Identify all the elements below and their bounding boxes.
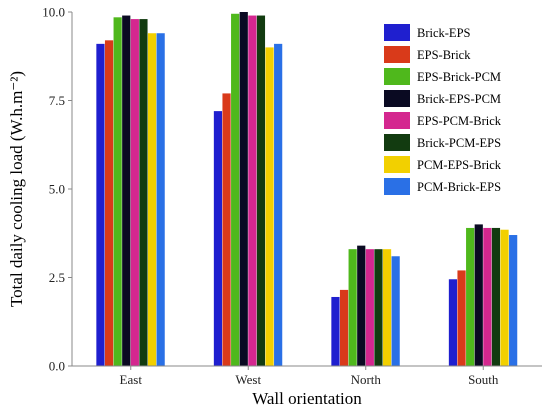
x-axis-ticks: East West North South [120, 366, 499, 387]
bar-west-pcm-eps-brick [265, 47, 274, 367]
x-tick-label-east: East [120, 372, 143, 387]
legend-label: PCM-EPS-Brick [417, 158, 502, 172]
x-tick-label-west: West [235, 372, 261, 387]
legend-label: Brick-PCM-EPS [417, 136, 501, 150]
bar-south-eps-pcm-brick [483, 227, 492, 366]
legend-label: EPS-Brick-PCM [417, 70, 501, 84]
legend-swatch [384, 134, 410, 151]
bar-west-brick-pcm-eps [256, 15, 266, 366]
legend-label: EPS-Brick [417, 48, 471, 62]
y-tick-label: 7.5 [49, 93, 65, 108]
bar-south-eps-brick [457, 270, 466, 366]
legend-swatch [384, 156, 410, 173]
bar-south-pcm-brick-eps [509, 235, 518, 366]
legend-swatch [384, 24, 410, 41]
bar-east-brick-pcm-eps [139, 19, 148, 367]
x-axis-title: Wall orientation [252, 389, 362, 408]
y-tick-label: 2.5 [49, 270, 65, 285]
bar-north-pcm-brick-eps [391, 256, 400, 366]
bar-east-eps-brick [104, 40, 114, 366]
legend-label: Brick-EPS [417, 26, 471, 40]
legend-label: Brick-EPS-PCM [417, 92, 501, 106]
legend: Brick-EPS EPS-Brick EPS-Brick-PCM Brick-EPS… [384, 24, 502, 195]
bar-south-brick-eps-pcm [474, 224, 483, 366]
x-tick-label-south: South [468, 372, 499, 387]
bar-east-pcm-brick-eps [156, 33, 165, 367]
bar-north-eps-brick [339, 289, 349, 366]
legend-swatch [384, 178, 410, 195]
bar-east-eps-pcm-brick [130, 19, 139, 367]
legend-label: PCM-Brick-EPS [417, 180, 501, 194]
bar-west-eps-pcm-brick [248, 15, 257, 366]
x-tick-label-north: North [351, 372, 382, 387]
bar-east-brick-eps-pcm [122, 15, 131, 366]
legend-label: EPS-PCM-Brick [417, 114, 502, 128]
bar-south-eps-brick-pcm [466, 227, 475, 366]
y-tick-label: 10.0 [42, 5, 65, 20]
bar-north-pcm-eps-brick [382, 249, 392, 366]
bar-south-brick-pcm-eps [491, 227, 501, 366]
bar-north-eps-brick-pcm [348, 249, 357, 366]
y-axis-ticks: 0.0 2.5 5.0 7.5 10.0 [42, 5, 72, 374]
bar-east-brick-eps [96, 43, 105, 367]
bar-north-brick-pcm-eps [374, 249, 383, 366]
y-tick-label: 0.0 [49, 359, 65, 374]
legend-swatch [384, 112, 410, 129]
bar-west-eps-brick [222, 93, 231, 367]
legend-swatch [384, 68, 410, 85]
legend-swatch [384, 46, 410, 63]
bar-north-brick-eps-pcm [357, 245, 366, 366]
bar-south-brick-eps [448, 279, 458, 366]
bar-west-eps-brick-pcm [231, 13, 240, 367]
bar-west-pcm-brick-eps [274, 43, 283, 367]
bar-north-eps-pcm-brick [365, 249, 374, 366]
bar-east-eps-brick-pcm [113, 17, 122, 367]
legend-swatch [384, 90, 410, 107]
bar-west-brick-eps [213, 111, 223, 367]
bar-north-brick-eps [331, 296, 340, 366]
bar-south-pcm-eps-brick [500, 229, 509, 366]
bar-group [96, 12, 518, 367]
bar-east-pcm-eps-brick [147, 33, 157, 367]
y-axis-title: Total daily cooling load (W.h.m⁻²) [7, 71, 26, 307]
bar-west-brick-eps-pcm [239, 12, 248, 366]
y-tick-label: 5.0 [49, 182, 65, 197]
